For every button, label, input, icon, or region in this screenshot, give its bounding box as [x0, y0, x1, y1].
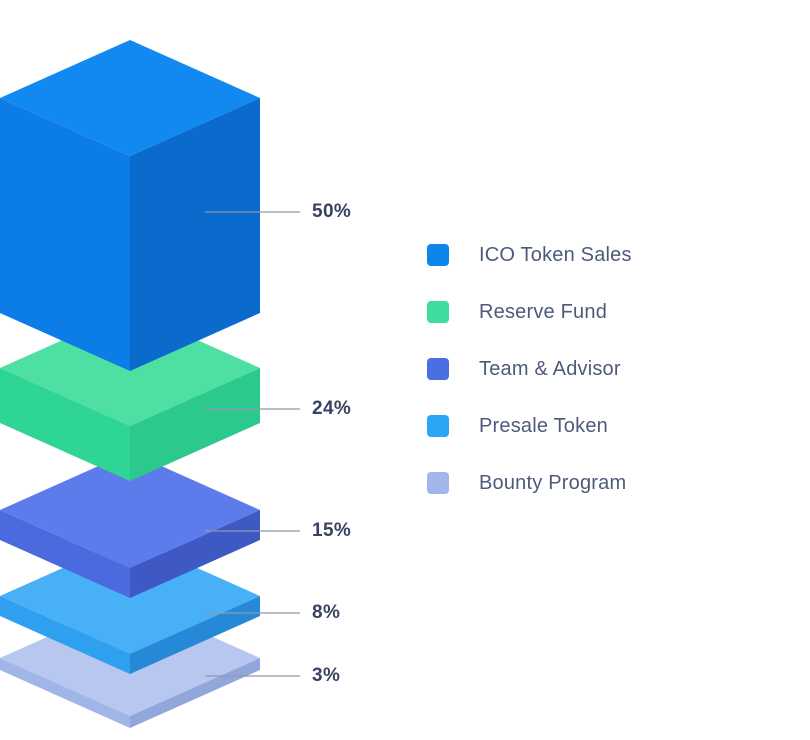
layer-left-face-0	[0, 98, 130, 371]
legend-label: Presale Token	[479, 415, 608, 437]
legend-item: Team & Advisor	[427, 357, 632, 381]
legend-label: ICO Token Sales	[479, 244, 632, 266]
legend-item: ICO Token Sales	[427, 243, 632, 267]
legend-label: Team & Advisor	[479, 358, 621, 380]
legend-item: Reserve Fund	[427, 300, 632, 324]
layer-right-face-1	[130, 368, 260, 481]
layer-left-face-1	[0, 368, 130, 481]
layer-right-face-3	[130, 596, 260, 674]
legend-label: Reserve Fund	[479, 301, 608, 323]
layer-left-face-3	[0, 596, 130, 674]
layer-left-face-2	[0, 510, 130, 598]
legend-swatch-icon	[427, 415, 449, 437]
legend-swatch-icon	[427, 472, 449, 494]
legend-swatch-icon	[427, 301, 449, 323]
legend-item: Bounty Program	[427, 471, 632, 495]
chart-legend: ICO Token Sales Reserve Fund Team & Adviso…	[427, 243, 632, 495]
layer-left-face-4	[0, 658, 130, 728]
legend-swatch-icon	[427, 244, 449, 266]
legend-label: Bounty Program	[479, 472, 627, 494]
layer-right-face-0	[130, 98, 260, 371]
legend-swatch-icon	[427, 358, 449, 380]
layer-right-face-2	[130, 510, 260, 598]
legend-item: Presale Token	[427, 414, 632, 438]
